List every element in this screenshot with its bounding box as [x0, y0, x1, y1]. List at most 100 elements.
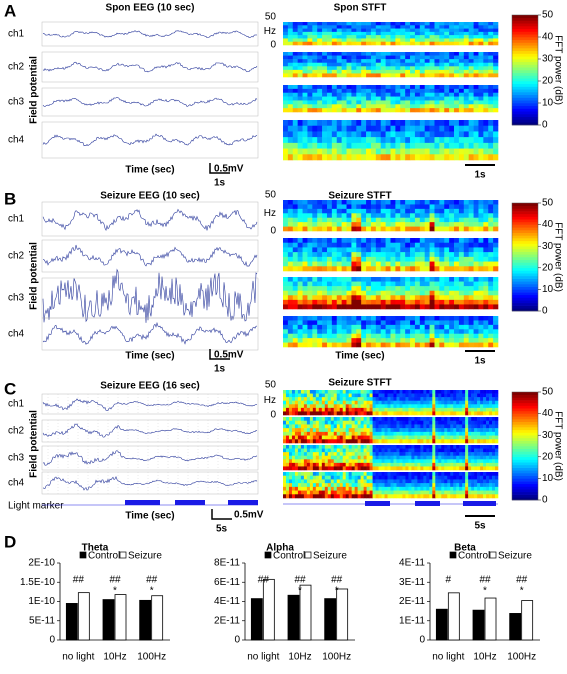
stft-cell: [429, 52, 435, 56]
stft-cell: [454, 66, 460, 71]
stft-cell: [444, 69, 450, 74]
stft-cell: [302, 222, 308, 227]
stft-cell: [331, 238, 338, 244]
stft-cell: [351, 55, 357, 60]
stft-cell: [486, 424, 490, 429]
stft-cell: [473, 222, 479, 227]
stft-cell: [375, 226, 382, 232]
stft-cell: [336, 238, 342, 244]
stft-cell: [390, 417, 394, 422]
stft-cell: [326, 73, 333, 78]
stft-cell: [483, 290, 489, 296]
stft-cell: [450, 431, 454, 436]
stft-cell: [408, 393, 412, 398]
stft-cell: [312, 148, 318, 155]
stft-cell: [324, 417, 329, 422]
stft-cell: [488, 154, 494, 161]
stft-cell: [380, 69, 386, 74]
stft-cell: [297, 35, 303, 39]
stft-cell: [339, 445, 344, 449]
y-tick-label: 1E-10: [28, 596, 55, 607]
stft-cell: [307, 247, 313, 253]
stft-cell: [354, 411, 358, 416]
stft-cell: [339, 494, 344, 499]
stft-cell: [283, 55, 289, 60]
stft-cell: [473, 100, 479, 105]
colorbar-cell: [512, 114, 538, 118]
stft-cell: [447, 393, 451, 398]
stft-cell: [307, 66, 313, 71]
stft-cell: [400, 108, 406, 113]
stft-cell: [312, 281, 318, 287]
stft-cell: [315, 431, 320, 436]
stft-cell: [458, 242, 465, 248]
stft-cell: [385, 28, 391, 33]
stft-cell: [312, 222, 318, 227]
stft-cell: [410, 342, 416, 348]
stft-cell: [385, 142, 391, 149]
stft-cell: [462, 407, 466, 412]
stft-cell: [317, 247, 323, 253]
stft-cell: [488, 69, 494, 74]
stft-cell: [380, 208, 386, 214]
stft-cell: [375, 247, 382, 253]
stft-cell: [312, 466, 317, 471]
stft-cell: [495, 486, 499, 491]
stft-cell: [465, 494, 469, 499]
stft-cell: [341, 96, 347, 101]
stft-cell: [458, 28, 465, 33]
stft-cell: [424, 41, 430, 46]
stft-cell: [419, 38, 426, 43]
stft-cell: [370, 142, 377, 149]
colorbar-cell: [512, 273, 538, 277]
bar: [139, 599, 152, 641]
stft-cell: [381, 420, 385, 425]
stft-cell: [410, 22, 416, 26]
stft-cell: [341, 137, 347, 144]
stft-cell: [346, 204, 352, 210]
stft-cell: [492, 462, 496, 467]
stft-cell: [454, 148, 460, 155]
stft-cell: [414, 25, 421, 29]
stft-cell: [402, 435, 406, 440]
stft-cell: [369, 393, 373, 398]
stft-cell: [387, 404, 391, 409]
y-tick-label: 0: [234, 635, 240, 646]
stft-cell: [351, 142, 357, 149]
stft-cell: [454, 295, 460, 301]
stft-cell: [333, 466, 338, 471]
stft-cell: [297, 142, 303, 149]
stft-cell: [384, 404, 388, 409]
stft-cell: [297, 104, 303, 109]
stft-cell: [330, 393, 335, 398]
stft-cell: [375, 69, 382, 74]
stft-cell: [483, 320, 489, 326]
stft-cell: [399, 428, 403, 433]
stft-cell: [283, 154, 289, 161]
stft-cell: [330, 420, 335, 425]
stft-cell: [361, 35, 367, 39]
stft-cell: [292, 200, 298, 205]
stft-cell: [283, 35, 289, 39]
stft-cell: [463, 22, 469, 26]
stft-cell: [318, 455, 323, 460]
stft-cell: [439, 35, 445, 39]
stft-cell: [317, 25, 323, 29]
stft-cell: [326, 222, 333, 227]
stft-cell: [420, 494, 424, 499]
stft-cell: [492, 448, 496, 453]
stft-cell: [449, 131, 455, 138]
stft-cell: [307, 41, 313, 46]
stft-cell: [361, 108, 367, 113]
stft-cell: [356, 252, 362, 258]
stft-cell: [456, 400, 460, 405]
colorbar-cell: [512, 400, 538, 404]
stft-cell: [380, 256, 386, 262]
stft-cell: [387, 390, 391, 394]
stft-cell: [488, 277, 494, 282]
stft-cell: [419, 329, 426, 335]
stft-cell: [327, 424, 332, 429]
stft-cell: [463, 299, 469, 305]
stft-cell: [387, 462, 391, 467]
stft-cell: [370, 304, 377, 310]
